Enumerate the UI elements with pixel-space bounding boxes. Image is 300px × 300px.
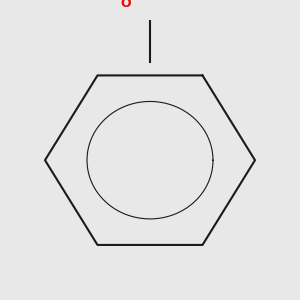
Text: O: O bbox=[121, 0, 131, 10]
